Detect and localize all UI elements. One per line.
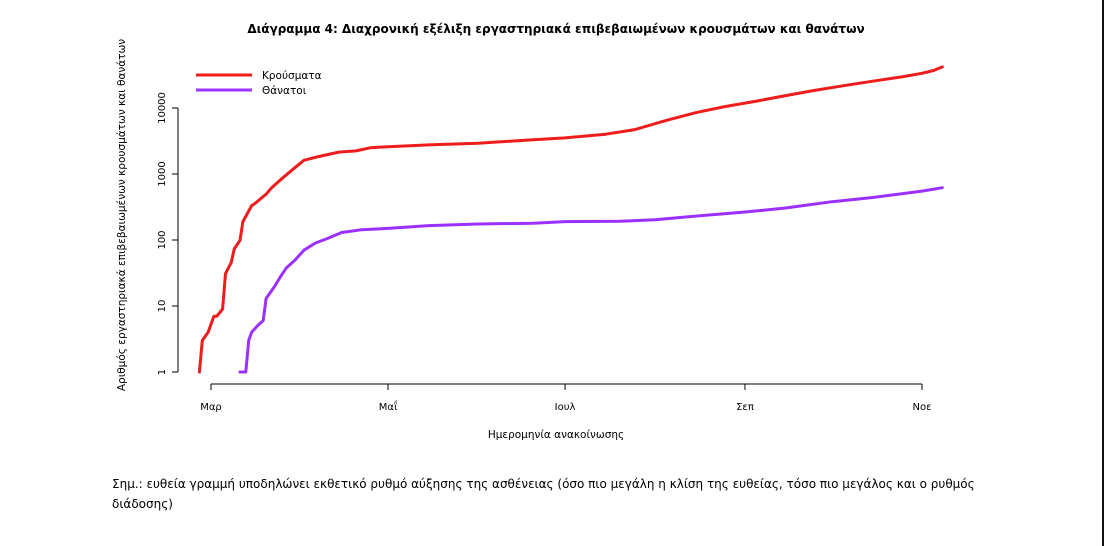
y-axis-label: Αριθμός εργαστηριακά επιβεβαιωμένων κρου… — [116, 39, 128, 391]
y-tick-label: 10000 — [157, 92, 168, 124]
y-tick-label: 100 — [157, 230, 168, 249]
legend-label-cases: Κρούσματα — [262, 70, 322, 82]
page-edge — [1102, 0, 1104, 546]
x-tick-label: Μαΐ — [379, 399, 398, 413]
x-axis: Μαρ Μαΐ Ιουλ Σεπ Νοε — [200, 383, 932, 413]
x-axis-label: Ημερομηνία ανακοίνωσης — [488, 429, 624, 441]
series-line-cases — [197, 65, 944, 374]
y-tick-label: 1 — [157, 369, 168, 375]
chart-svg: Διάγραμμα 4: Διαχρονική εξέλιξη εργαστηρ… — [116, 22, 944, 441]
series-line-deaths — [238, 186, 944, 374]
legend-label-deaths: Θάνατοι — [262, 85, 307, 97]
y-tick-label: 1000 — [157, 161, 168, 186]
footnote: Σημ.: ευθεία γραμμή υποδηλώνει εκθετικό … — [112, 477, 975, 511]
series-group — [197, 65, 944, 374]
chart-title: Διάγραμμα 4: Διαχρονική εξέλιξη εργαστηρ… — [247, 22, 864, 36]
x-tick-label: Νοε — [912, 402, 931, 413]
x-tick-label: Σεπ — [736, 402, 754, 413]
x-tick-label: Ιουλ — [555, 402, 576, 413]
legend: Κρούσματα Θάνατοι — [196, 70, 322, 97]
y-tick-label: 10 — [157, 300, 168, 313]
y-axis: 1 10 100 1000 10000 — [157, 92, 179, 375]
x-tick-label: Μαρ — [200, 402, 222, 413]
